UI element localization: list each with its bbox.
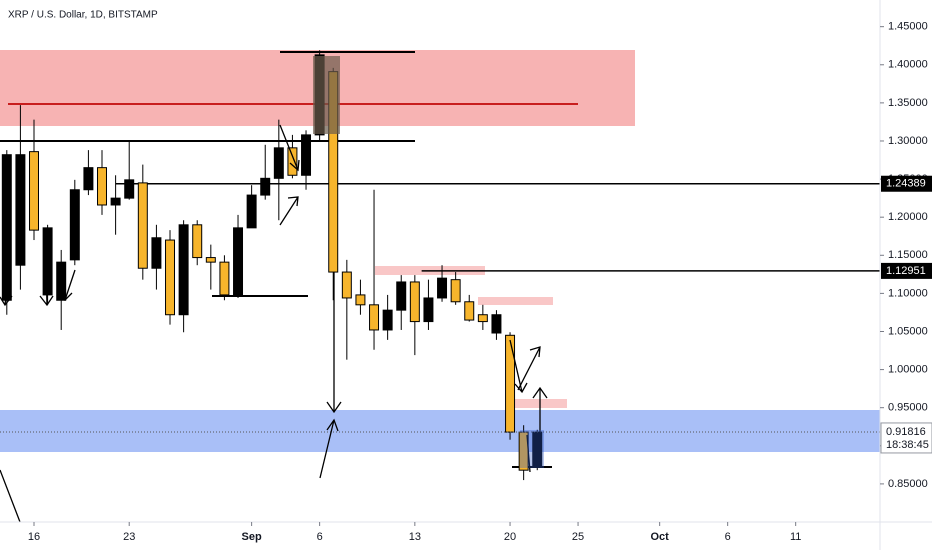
candle-body	[233, 227, 244, 296]
x-tick-label: 6	[725, 531, 731, 543]
x-tick-label: 13	[409, 531, 421, 543]
y-tick-label: 0.95000	[888, 402, 928, 414]
y-tick-label: 1.00000	[888, 363, 928, 375]
y-tick-label: 0.85000	[888, 478, 928, 490]
y-tick-label: 1.40000	[888, 59, 928, 71]
y-tick-label: 1.05000	[888, 325, 928, 337]
arrow	[319, 418, 339, 479]
x-tick-label: Sep	[242, 531, 262, 543]
candle-body	[137, 182, 148, 269]
candle-body	[165, 239, 176, 316]
demand-zone	[0, 410, 880, 452]
y-tick-label: 1.10000	[888, 287, 928, 299]
y-tick-label: 1.35000	[888, 97, 928, 109]
candle-body	[83, 167, 94, 191]
countdown-label: 18:38:45	[886, 439, 929, 451]
arrow	[326, 272, 342, 414]
last-price-label: 0.91816	[886, 426, 926, 438]
y-tick-label: 1.15000	[888, 249, 928, 261]
x-tick-label: 6	[317, 531, 323, 543]
chart-title: XRP / U.S. Dollar, 1D, BITSTAMP	[8, 10, 158, 21]
y-tick-label: 1.20000	[888, 211, 928, 223]
candle-body	[192, 224, 203, 259]
candle-body	[29, 151, 39, 231]
candle-body	[355, 294, 366, 306]
small-zone	[478, 297, 553, 305]
candle-body	[260, 177, 271, 196]
arrow	[517, 346, 541, 391]
candle-body	[396, 281, 407, 311]
arrow	[526, 434, 531, 473]
x-tick-label: 20	[504, 531, 516, 543]
candle-body	[382, 309, 393, 331]
candle-body	[42, 227, 53, 296]
x-tick-label: Oct	[650, 531, 669, 543]
plot	[0, 50, 880, 481]
candle-body	[409, 281, 420, 323]
candle-body	[491, 314, 502, 334]
x-tick-label: 23	[123, 531, 135, 543]
candle-body	[437, 277, 448, 299]
x-tick-label: 11	[790, 531, 801, 543]
candle-body	[151, 237, 162, 269]
candle-body	[110, 197, 121, 206]
price-label-box	[881, 262, 932, 279]
candle-body	[1, 154, 12, 301]
highlight-box	[520, 430, 544, 468]
candle-body	[464, 301, 475, 321]
price-label: 1.12951	[886, 265, 926, 277]
candle-body	[124, 179, 135, 199]
candle-body	[450, 279, 461, 303]
candle-body	[69, 189, 80, 261]
arrow	[509, 339, 528, 394]
candle-body	[273, 147, 284, 179]
candle-body	[287, 147, 298, 176]
candle-body	[97, 167, 107, 206]
highlight-box	[313, 56, 340, 134]
candle-body	[301, 134, 312, 176]
arrow	[532, 386, 548, 462]
candle-body	[15, 154, 26, 266]
drawings	[0, 124, 548, 523]
candle-body	[477, 314, 488, 323]
arrow	[0, 259, 13, 307]
arrow	[279, 124, 300, 172]
arrow	[279, 196, 299, 226]
candle-body	[423, 297, 434, 323]
price-label-box	[881, 175, 932, 192]
arrow	[0, 469, 21, 523]
candle-body	[505, 334, 516, 433]
x-tick-label: 25	[572, 531, 584, 543]
price-label: 1.24389	[886, 178, 926, 190]
candle-body	[369, 304, 380, 331]
y-tick-label: 1.30000	[888, 135, 928, 147]
candle-body	[219, 261, 230, 296]
candle-body	[246, 194, 257, 229]
arrow	[39, 229, 54, 307]
last-price-box	[880, 422, 932, 454]
y-tick-label: 1.45000	[888, 21, 928, 33]
arrow	[57, 269, 76, 301]
candle-body	[205, 257, 216, 263]
x-tick-label: 16	[28, 531, 40, 543]
candle-body	[178, 224, 189, 316]
candle-body	[56, 261, 67, 301]
candle-body	[341, 271, 352, 299]
